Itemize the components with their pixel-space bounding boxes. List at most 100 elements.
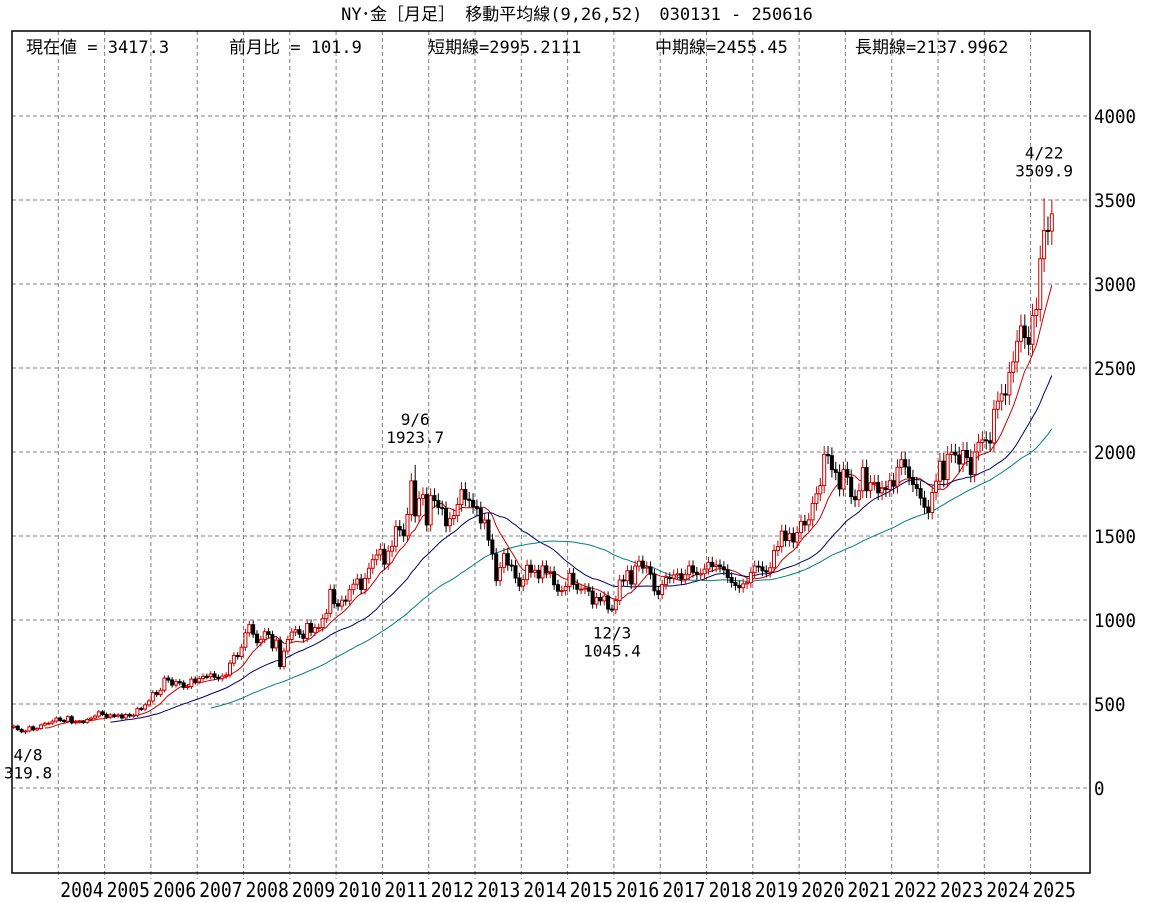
candle-down — [31, 726, 36, 731]
annotation-value: 319.8 — [4, 763, 52, 782]
candle-up — [945, 453, 950, 481]
candle-down — [266, 631, 271, 636]
candle-down — [193, 678, 198, 683]
candle-up — [409, 480, 414, 515]
candle-down — [332, 588, 337, 605]
x-tick-label: 2005 — [107, 878, 150, 902]
candle-down — [629, 570, 634, 585]
candle-up — [374, 554, 379, 561]
mid-ma-line — [110, 375, 1053, 723]
candle-down — [1003, 393, 1008, 396]
candle-down — [478, 508, 483, 524]
candle-down — [139, 708, 144, 711]
candle-down — [1022, 325, 1027, 339]
candle-down — [679, 573, 684, 580]
x-tick-label: 2004 — [60, 878, 103, 902]
candle-down — [127, 714, 132, 717]
annotation-date: 4/22 — [1025, 143, 1064, 162]
candle-down — [528, 564, 533, 573]
candle-up — [262, 631, 267, 640]
candle-up — [741, 583, 746, 589]
candle-up — [289, 631, 294, 640]
candle-up — [582, 587, 587, 590]
candle-up — [131, 714, 136, 717]
candle-up — [625, 570, 630, 582]
candle-up — [73, 721, 78, 724]
x-tick-label: 2016 — [616, 878, 659, 902]
annotation-date: 12/3 — [593, 623, 632, 642]
x-tick-label: 2009 — [292, 878, 335, 902]
candle-up — [521, 579, 526, 587]
candle-down — [471, 499, 476, 508]
short-ma-line — [44, 285, 1053, 729]
candle-up — [613, 600, 618, 611]
annotation-value: 1045.4 — [583, 641, 641, 660]
candle-up — [799, 520, 804, 534]
candle-down — [606, 595, 611, 610]
candle-up — [11, 725, 16, 729]
candle-up — [316, 627, 321, 630]
candle-down — [413, 480, 418, 517]
candle-up — [748, 572, 753, 584]
candle-up — [1015, 340, 1020, 363]
candle-up — [447, 518, 452, 527]
prev-month-ratio: 前月比 = 101.9 — [229, 38, 362, 58]
candle-up — [1042, 229, 1047, 260]
candle-down — [513, 565, 518, 579]
long-ma-value: 長期線=2137.9962 — [855, 38, 1008, 58]
candle-down — [694, 571, 699, 575]
chart-title: NY･金［月足］ 移動平均線(9,26,52) 030131 - 250616 — [341, 5, 813, 25]
candle-down — [968, 457, 973, 476]
candle-up — [636, 560, 641, 567]
moving-averages — [44, 285, 1053, 729]
candle-down — [721, 566, 726, 571]
candle-up — [714, 564, 719, 568]
candle-up — [455, 504, 460, 517]
candle-down — [255, 633, 260, 644]
candle-down — [849, 476, 854, 498]
candle-up — [930, 491, 935, 513]
candle-down — [100, 711, 105, 715]
candle-up — [428, 495, 433, 526]
candle-up — [683, 574, 688, 580]
candle-up — [559, 590, 564, 593]
candle-down — [586, 587, 591, 592]
candle-down — [424, 494, 429, 526]
candle-up — [663, 576, 668, 586]
candle-down — [690, 565, 695, 573]
candle-up — [173, 681, 178, 686]
candle-down — [891, 480, 896, 487]
candle-down — [444, 507, 449, 527]
candle-up — [548, 571, 553, 574]
candle-down — [544, 565, 549, 574]
candle-down — [104, 713, 109, 718]
candle-up — [65, 716, 70, 722]
candle-up — [540, 565, 545, 579]
candle-up — [768, 567, 773, 573]
x-tick-label: 2021 — [847, 878, 890, 902]
candle-up — [772, 549, 777, 569]
x-tick-label: 2014 — [523, 878, 566, 902]
candle-down — [297, 629, 302, 635]
axes: 0 500 1000 1500 2000 2500 3000 3500 4000 2004 2005… — [11, 30, 1136, 902]
current-value: 現在値 = 3417.3 — [26, 38, 169, 58]
candle-up — [54, 717, 59, 722]
candle-up — [189, 678, 194, 688]
candle-up — [1049, 213, 1054, 232]
candle-down — [278, 639, 283, 668]
candle-up — [459, 489, 464, 506]
candle-down — [864, 467, 869, 492]
candle-down — [62, 719, 67, 722]
candle-up — [702, 568, 707, 575]
candle-down — [251, 624, 256, 635]
candle-down — [343, 599, 348, 602]
candle-up — [880, 487, 885, 494]
candle-up — [150, 692, 155, 702]
candle-up — [644, 566, 649, 569]
candle-down — [19, 729, 24, 733]
candle-down — [883, 487, 888, 491]
candle-up — [972, 451, 977, 476]
candle-down — [907, 466, 912, 479]
candle-up — [370, 559, 375, 569]
candle-up — [38, 724, 43, 730]
